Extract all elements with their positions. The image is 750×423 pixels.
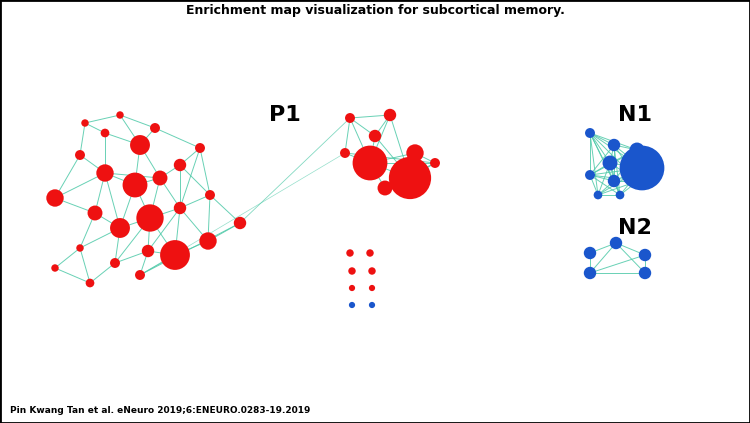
Text: P1: P1 — [269, 105, 301, 125]
Point — [344, 115, 356, 121]
Point — [49, 195, 61, 201]
Point — [364, 250, 376, 256]
Point — [74, 151, 86, 158]
Point — [144, 214, 156, 221]
Point — [631, 147, 643, 154]
Point — [369, 133, 381, 140]
Point — [346, 285, 358, 291]
Point — [149, 125, 161, 132]
Point — [584, 250, 596, 256]
Point — [114, 225, 126, 231]
Point — [234, 220, 246, 226]
Point — [608, 142, 620, 148]
Point — [129, 181, 141, 188]
Point — [346, 302, 358, 308]
Point — [592, 192, 604, 198]
Point — [366, 268, 378, 275]
Point — [366, 302, 378, 308]
Point — [134, 142, 146, 148]
Point — [632, 178, 644, 184]
Point — [346, 268, 358, 275]
Point — [584, 172, 596, 179]
Text: N2: N2 — [618, 218, 652, 238]
Point — [409, 150, 421, 157]
Point — [174, 205, 186, 212]
Text: Enrichment map visualization for subcortical memory.: Enrichment map visualization for subcort… — [185, 3, 565, 16]
Point — [74, 244, 86, 251]
Point — [89, 210, 101, 217]
Point — [114, 112, 126, 118]
Point — [639, 252, 651, 258]
Point — [134, 272, 146, 278]
Point — [584, 269, 596, 276]
Point — [169, 252, 181, 258]
Point — [639, 269, 651, 276]
Point — [79, 120, 91, 126]
Text: Pin Kwang Tan et al. eNeuro 2019;6:ENEURO.0283-19.2019: Pin Kwang Tan et al. eNeuro 2019;6:ENEUR… — [10, 406, 310, 415]
Point — [84, 280, 96, 286]
Point — [344, 250, 356, 256]
Point — [99, 129, 111, 136]
Point — [429, 159, 441, 166]
Point — [636, 165, 648, 171]
Point — [610, 239, 622, 246]
Point — [204, 192, 216, 198]
Point — [364, 159, 376, 166]
Point — [154, 175, 166, 181]
Point — [584, 129, 596, 136]
Point — [608, 178, 620, 184]
Point — [614, 192, 626, 198]
Point — [339, 150, 351, 157]
Point — [404, 175, 416, 181]
Point — [366, 285, 378, 291]
Point — [99, 170, 111, 176]
Point — [142, 247, 154, 254]
Point — [202, 238, 214, 244]
Point — [49, 265, 61, 272]
Point — [604, 159, 616, 166]
Point — [194, 145, 206, 151]
Text: N1: N1 — [618, 105, 652, 125]
Point — [384, 112, 396, 118]
Point — [109, 260, 121, 266]
Point — [379, 184, 391, 191]
Point — [174, 162, 186, 168]
